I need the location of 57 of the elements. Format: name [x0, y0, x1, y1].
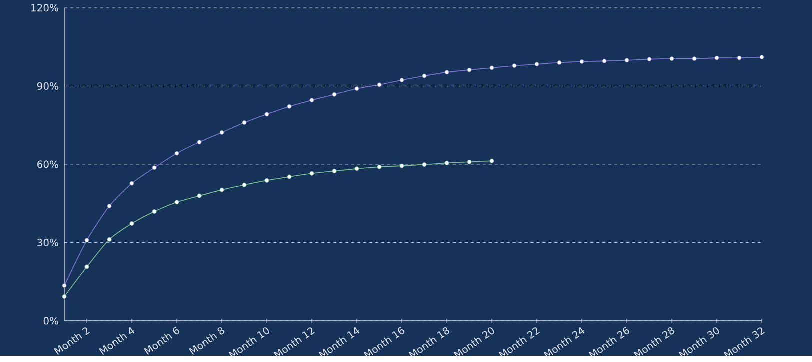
point: [377, 82, 382, 88]
point: [580, 59, 584, 64]
point: [400, 164, 404, 168]
point: [84, 238, 90, 243]
y-tick-label: 0%: [44, 317, 58, 325]
point: [197, 194, 202, 198]
point: [310, 98, 314, 103]
point: [84, 264, 90, 270]
point: [197, 140, 202, 145]
y-tick-label: 30%: [38, 238, 58, 246]
point: [490, 158, 494, 164]
point: [130, 181, 134, 186]
point: [624, 58, 630, 63]
point: [264, 178, 270, 183]
point: [62, 283, 67, 288]
point: [242, 120, 247, 125]
point: [332, 92, 337, 97]
point: [174, 200, 180, 205]
point: [444, 160, 450, 166]
point: [490, 66, 494, 70]
point: [152, 209, 157, 214]
point: [737, 56, 742, 60]
point: [152, 166, 157, 170]
point: [287, 174, 292, 180]
point: [557, 60, 562, 65]
point: [220, 130, 224, 135]
point: [332, 168, 337, 174]
point: [714, 56, 720, 60]
point: [670, 56, 674, 62]
point: [107, 204, 112, 208]
point: [467, 160, 472, 164]
y-tick-label: 60%: [38, 160, 58, 168]
point: [287, 104, 292, 109]
point: [107, 237, 112, 242]
point: [512, 64, 517, 68]
point: [467, 68, 472, 72]
point: [692, 56, 697, 62]
point: [354, 166, 360, 172]
point: [760, 54, 764, 60]
y-tick-label: 120%: [32, 4, 58, 12]
point: [377, 164, 382, 170]
point: [264, 112, 270, 117]
point: [62, 294, 67, 299]
point: [400, 78, 404, 82]
point: [242, 182, 247, 188]
point: [220, 188, 224, 192]
y-tick-label: 90%: [37, 82, 58, 90]
point: [602, 58, 607, 64]
point: [354, 86, 360, 92]
point: [422, 74, 427, 78]
point: [174, 151, 180, 156]
point: [444, 70, 450, 75]
point: [310, 171, 314, 176]
point: [130, 221, 134, 226]
point: [534, 62, 540, 67]
point: [647, 57, 652, 62]
point: [422, 162, 427, 167]
